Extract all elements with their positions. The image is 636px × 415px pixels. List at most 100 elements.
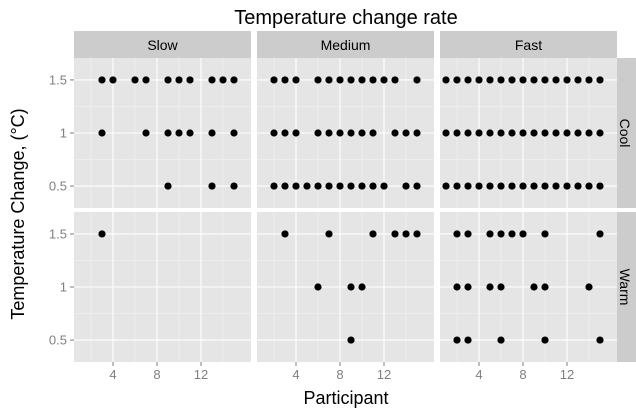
data-point [230, 182, 238, 190]
data-point [402, 230, 410, 238]
data-point [391, 129, 399, 137]
column-strip-label: Fast [515, 37, 542, 53]
data-point [314, 129, 322, 137]
data-point [541, 129, 549, 137]
data-point [541, 76, 549, 84]
data-point [391, 76, 399, 84]
data-point [219, 76, 227, 84]
data-point [486, 230, 494, 238]
data-point [281, 129, 289, 137]
data-point [464, 129, 472, 137]
x-tick-label: 8 [336, 367, 343, 382]
data-point [230, 76, 238, 84]
data-point [497, 182, 505, 190]
data-point [530, 283, 538, 291]
data-point [413, 76, 421, 84]
data-point [142, 76, 150, 84]
data-point [508, 230, 516, 238]
data-point [270, 182, 278, 190]
data-point [497, 129, 505, 137]
x-tick-label: 12 [377, 367, 391, 382]
data-point [369, 76, 377, 84]
data-point [596, 76, 604, 84]
x-tick-label: 4 [109, 367, 116, 382]
data-point [347, 129, 355, 137]
column-strip-slow [74, 31, 251, 58]
x-tick-label: 12 [194, 367, 208, 382]
data-point [508, 76, 516, 84]
data-point [596, 129, 604, 137]
data-point [358, 76, 366, 84]
data-point [402, 182, 410, 190]
data-point [453, 76, 461, 84]
data-point [270, 129, 278, 137]
data-point [563, 129, 571, 137]
data-point [402, 129, 410, 137]
data-point [475, 182, 483, 190]
data-point [453, 336, 461, 344]
data-point [208, 182, 216, 190]
data-point [464, 230, 472, 238]
data-point [380, 76, 388, 84]
data-point [519, 230, 527, 238]
data-point [413, 230, 421, 238]
data-point [596, 336, 604, 344]
data-point [369, 182, 377, 190]
data-point [585, 182, 593, 190]
data-point [164, 182, 172, 190]
data-point [347, 336, 355, 344]
data-point [186, 129, 194, 137]
data-point [464, 336, 472, 344]
data-point [358, 182, 366, 190]
data-point [281, 182, 289, 190]
data-point [519, 182, 527, 190]
x-tick-label: 8 [519, 367, 526, 382]
data-point [369, 230, 377, 238]
x-tick-label: 8 [153, 367, 160, 382]
data-point [442, 76, 450, 84]
data-point [475, 76, 483, 84]
data-point [497, 283, 505, 291]
y-tick-label: 1.5 [49, 72, 67, 87]
data-point [358, 283, 366, 291]
data-point [464, 182, 472, 190]
y-tick-label: 0.5 [49, 179, 67, 194]
data-point [175, 129, 183, 137]
data-point [270, 76, 278, 84]
panel-fast-cool [440, 58, 617, 208]
panel-slow-warm [74, 212, 251, 362]
data-point [585, 76, 593, 84]
data-point [347, 76, 355, 84]
data-point [164, 129, 172, 137]
y-axis-title: Temperature Change, (°C) [8, 108, 28, 319]
data-point [281, 76, 289, 84]
y-tick-label: 1 [60, 126, 67, 141]
x-tick-label: 12 [560, 367, 574, 382]
data-point [453, 230, 461, 238]
data-point [325, 230, 333, 238]
data-point [563, 76, 571, 84]
data-point [186, 76, 194, 84]
data-point [541, 182, 549, 190]
row-strip-warm [614, 212, 636, 362]
chart-title: Temperature change rate [234, 7, 457, 29]
data-point [413, 129, 421, 137]
data-point [585, 129, 593, 137]
data-point [530, 76, 538, 84]
data-point [563, 182, 571, 190]
column-strip-medium [257, 31, 434, 58]
data-point [475, 129, 483, 137]
row-strip-label: Warm [617, 269, 633, 306]
y-tick-label: 1.5 [49, 226, 67, 241]
data-point [336, 129, 344, 137]
data-point [131, 76, 139, 84]
data-point [552, 76, 560, 84]
data-point [347, 182, 355, 190]
data-point [325, 129, 333, 137]
data-point [98, 230, 106, 238]
data-point [380, 182, 388, 190]
data-point [314, 283, 322, 291]
data-point [292, 182, 300, 190]
data-point [453, 283, 461, 291]
